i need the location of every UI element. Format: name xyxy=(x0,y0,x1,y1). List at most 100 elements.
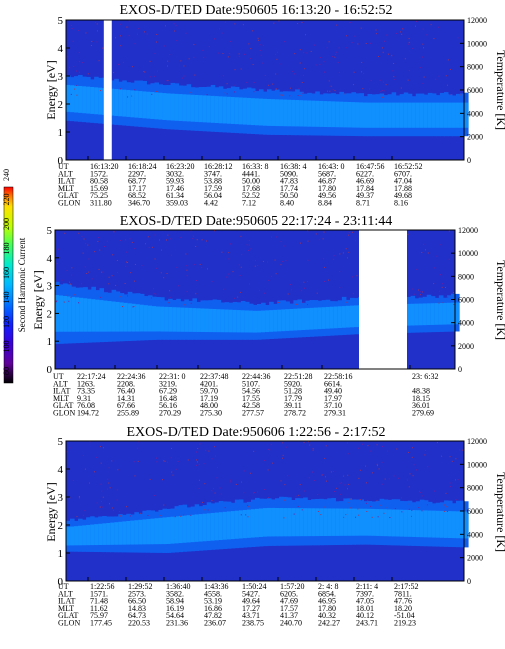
panel-1-speckle-dot xyxy=(422,56,424,58)
panel-3-speckle-dot xyxy=(198,479,200,481)
panel-1-speckle-dot xyxy=(314,44,316,46)
panel-2-cell: 277.57 xyxy=(242,409,264,418)
panel-1-speckle-dot xyxy=(282,94,284,96)
panel-3-band-core xyxy=(411,510,417,537)
panel-2-ytick-label: 3 xyxy=(47,281,53,293)
panel-1-speckle-dot xyxy=(402,28,404,30)
panel-2-speckle-dot xyxy=(303,281,305,283)
panel-2-speckle-dot xyxy=(190,302,192,304)
panel-1-speckle-dot xyxy=(396,32,398,34)
panel-2-cell: 255.89 xyxy=(117,409,139,418)
panel-2-band-core xyxy=(59,295,64,332)
panel-1-band-core xyxy=(271,99,276,126)
panel-3-speckle-dot xyxy=(102,506,104,508)
panel-3-speckle-dot xyxy=(393,475,395,477)
panel-3-speckle-dot xyxy=(156,457,158,459)
panel-2-band-core xyxy=(329,306,335,329)
colorbar-label: Second Harmonic Current xyxy=(17,237,27,332)
panel-1-speckle-dot xyxy=(388,53,390,55)
panel-2-cell: 6614. xyxy=(324,379,342,388)
panel-1-speckle-dot xyxy=(319,57,321,59)
panel-1-speckle-dot xyxy=(131,95,133,97)
panel-3-speckle-dot xyxy=(312,449,314,451)
panel-3-speckle-dot xyxy=(421,510,423,512)
panel-2-cell: 48.00 xyxy=(200,401,218,410)
panel-1-ylabel: Energy [eV] xyxy=(44,60,58,119)
panel-3-speckle-dot xyxy=(76,516,78,518)
panel-1-band-core xyxy=(307,100,312,127)
panel-1-speckle-dot xyxy=(193,44,195,46)
panel-3-cell: 1:50:24 xyxy=(242,582,266,591)
panel-3-speckle-dot xyxy=(88,482,90,484)
panel-2-speckle-dot xyxy=(427,252,429,254)
panel-3-speckle-dot xyxy=(240,514,242,516)
panel-1-band-core xyxy=(230,97,236,124)
panel-3-speckle-dot xyxy=(208,450,210,452)
panel-3-band-core xyxy=(455,511,461,539)
panel-2-band-core xyxy=(127,303,133,332)
panel-3-ylabel: Energy [eV] xyxy=(44,482,58,541)
panel-1-speckle-dot xyxy=(422,47,424,49)
panel-3-speckle-dot xyxy=(211,490,213,492)
panel-1-band-core xyxy=(411,102,417,128)
panel-2-speckle-dot xyxy=(270,236,272,238)
panel-2-speckle-dot xyxy=(124,239,126,241)
panel-2-band-core xyxy=(216,309,222,333)
panel-1-band-core xyxy=(464,102,469,128)
panel-3-speckle-dot xyxy=(198,464,200,466)
panel-1-band-core xyxy=(122,89,127,117)
panel-1-speckle-dot xyxy=(219,28,221,30)
panel-1-speckle-dot xyxy=(315,64,317,66)
panel-1-band-core xyxy=(371,102,377,128)
panel-1-cell: 16:28:12 xyxy=(204,162,232,171)
panel-2-speckle-dot xyxy=(268,279,270,281)
panel-3-cell: 71.48 xyxy=(90,597,108,606)
panel-3-speckle-dot xyxy=(381,483,383,485)
panel-3-speckle-dot xyxy=(237,508,239,510)
panel-3-speckle-dot xyxy=(100,462,102,464)
panel-2-speckle-dot xyxy=(339,287,341,289)
panel-3-band-core xyxy=(287,508,292,537)
panel-2-cell: 17.79 xyxy=(284,394,302,403)
panel-1-speckle-dot xyxy=(131,66,133,68)
panel-2-speckle-dot xyxy=(237,296,239,298)
panel-3-speckle-dot xyxy=(355,516,357,518)
panel-3-band-core xyxy=(110,522,115,545)
panel-1-speckle-dot xyxy=(393,76,395,78)
panel-1-speckle-dot xyxy=(228,53,230,55)
panel-3-y2tick-label: 4000 xyxy=(467,530,483,539)
panel-3-band-core xyxy=(142,519,147,545)
panel-2-band-core xyxy=(248,310,254,333)
panel-1-speckle-dot xyxy=(151,93,153,95)
panel-1-speckle-dot xyxy=(393,78,395,80)
panel-3-cell: 3582. xyxy=(166,589,184,598)
panel-2-cell: 278.72 xyxy=(284,409,306,418)
panel-2-cell: 67.29 xyxy=(159,387,177,396)
panel-3-band-core xyxy=(447,511,453,538)
panel-2-speckle-dot xyxy=(167,234,169,236)
panel-2-speckle-dot xyxy=(133,306,135,308)
panel-1-cell: 16:13:20 xyxy=(90,162,118,171)
panel-1-speckle-dot xyxy=(457,37,459,39)
panel-1-cell: 16:43: 0 xyxy=(318,162,344,171)
panel-1-speckle-dot xyxy=(419,67,421,69)
panel-1-speckle-dot xyxy=(244,53,246,55)
panel-2-speckle-dot xyxy=(124,283,126,285)
colorbar-tick-label: 100 xyxy=(2,341,11,353)
panel-1-cell: 8.16 xyxy=(394,199,408,208)
panel-1-ytick-label: 4 xyxy=(58,43,64,55)
panel-2-cell: 22:24:36 xyxy=(117,372,145,381)
panel-3-speckle-dot xyxy=(370,505,372,507)
panel-1-speckle-dot xyxy=(259,49,261,51)
panel-1-band-core xyxy=(379,102,385,128)
panel-3-speckle-dot xyxy=(153,495,155,497)
panel-2-speckle-dot xyxy=(436,255,438,257)
panel-3-row-label: UT xyxy=(58,582,69,591)
panel-1-speckle-dot xyxy=(326,47,328,49)
panel-1-speckle-dot xyxy=(408,41,410,43)
panel-3-band-core xyxy=(78,525,83,546)
panel-3-y2label: Temperature [K] xyxy=(494,472,505,552)
panel-2-band-core xyxy=(160,306,165,332)
panel-2-row-label: ALT xyxy=(53,379,68,388)
